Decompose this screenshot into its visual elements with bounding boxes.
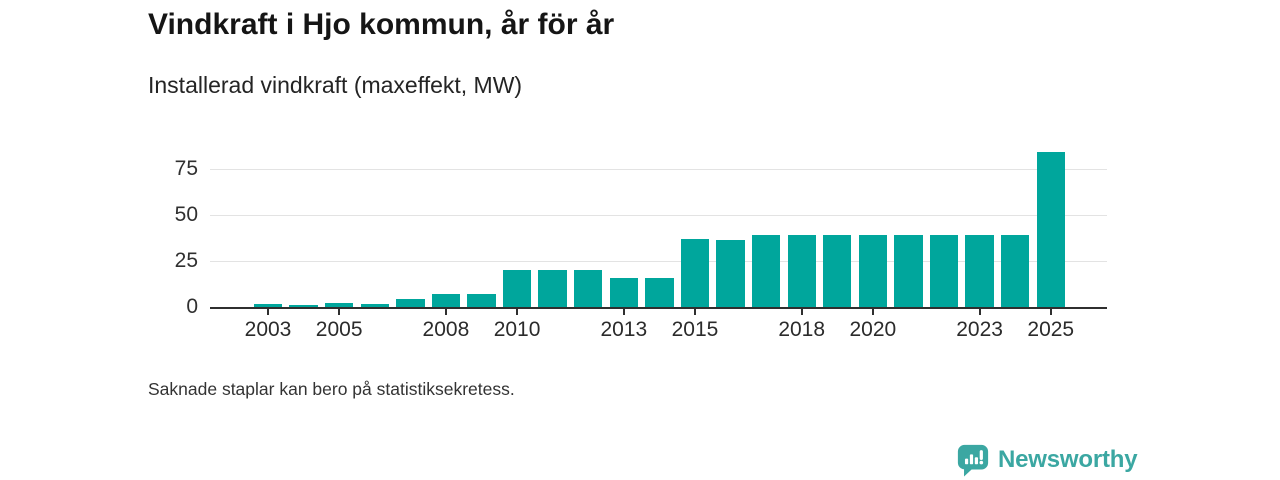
y-tick-label-0: 0 — [186, 295, 198, 318]
bar-2015 — [680, 238, 710, 307]
newsworthy-logo-text: Newsworthy — [998, 446, 1138, 473]
x-tickmark-2015 — [693, 309, 696, 315]
bar-2011 — [538, 270, 567, 307]
bar-2003 — [253, 304, 283, 307]
x-tickmark-2020 — [871, 309, 874, 315]
y-tick-label-50: 50 — [174, 203, 198, 226]
bar-2006 — [360, 304, 389, 307]
x-tickmark-2023 — [978, 309, 981, 315]
bar-2025 — [1036, 152, 1065, 307]
chart-title: Vindkraft i Hjo kommun, år för år — [148, 8, 615, 41]
gridline-50 — [210, 214, 1107, 216]
bar-2007 — [396, 298, 425, 307]
chart-subtitle: Installerad vindkraft (maxeffekt, MW) — [148, 72, 523, 98]
x-tick-label-2013: 2013 — [600, 318, 648, 341]
bar-2018 — [787, 235, 816, 307]
newsworthy-chart-bubble-icon — [956, 443, 990, 478]
gridline-25 — [210, 260, 1107, 262]
bar-2023 — [965, 235, 994, 307]
x-tick-label-2008: 2008 — [422, 318, 470, 341]
bar-2008 — [431, 294, 461, 307]
bar-2017 — [751, 235, 781, 307]
bar-2020 — [858, 235, 888, 307]
x-tick-label-2023: 2023 — [956, 318, 1003, 341]
x-tick-label-2018: 2018 — [778, 318, 826, 341]
bar-2014 — [645, 277, 674, 307]
x-tickmark-2005 — [338, 309, 341, 315]
gridline-75 — [210, 168, 1107, 170]
bar-2004 — [289, 305, 318, 307]
x-tickmark-2008 — [444, 309, 447, 315]
bar-2021 — [894, 235, 923, 307]
bar-2009 — [467, 294, 496, 307]
x-tick-label-2015: 2015 — [671, 318, 719, 341]
bar-2012 — [574, 270, 603, 307]
bar-2010 — [502, 270, 532, 307]
newsworthy-logo[interactable]: Newsworthy — [956, 443, 1138, 478]
bar-2005 — [324, 303, 354, 307]
y-tick-label-25: 25 — [174, 249, 198, 272]
x-tickmark-2013 — [622, 309, 625, 315]
bar-2022 — [929, 235, 959, 307]
bar-2013 — [609, 277, 638, 307]
y-tick-label-75: 75 — [174, 157, 198, 180]
bar-2024 — [1000, 235, 1030, 307]
plot-area — [210, 138, 1107, 315]
x-tick-label-2005: 2005 — [315, 318, 363, 341]
x-tick-label-2010: 2010 — [493, 318, 541, 341]
x-tickmark-2025 — [1049, 309, 1052, 315]
x-tickmark-2003 — [267, 309, 269, 315]
bar-2019 — [823, 235, 852, 307]
bar-2016 — [716, 239, 745, 307]
x-tickmark-2018 — [800, 309, 803, 315]
footnote: Saknade staplar kan bero på statistiksek… — [148, 379, 515, 399]
x-tick-label-2025: 2025 — [1027, 318, 1075, 341]
x-tick-label-2020: 2020 — [849, 318, 897, 341]
x-tick-label-2003: 2003 — [244, 318, 292, 341]
x-tickmark-2010 — [516, 309, 519, 315]
